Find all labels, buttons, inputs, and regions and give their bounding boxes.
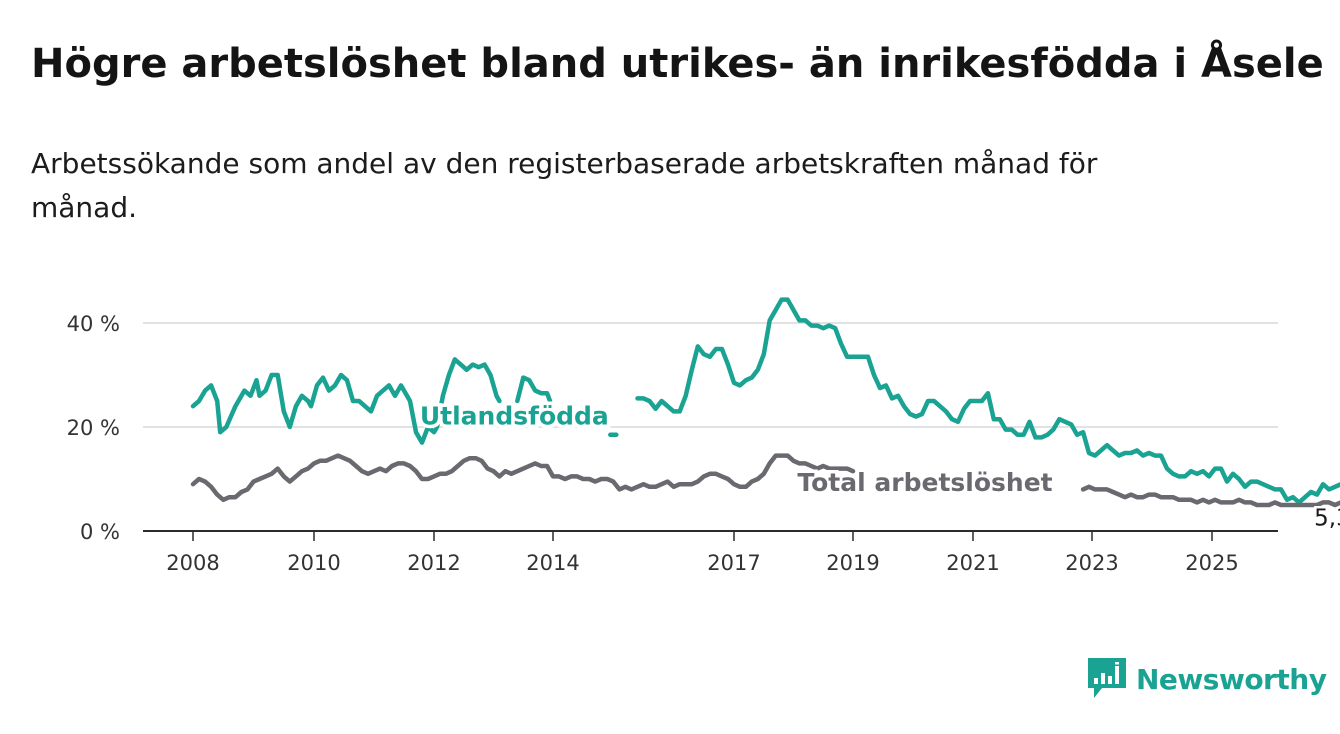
series-line xyxy=(635,297,1340,505)
newsworthy-brand[interactable]: Newsworthy xyxy=(1088,658,1327,700)
x-tick-label: 2021 xyxy=(946,551,999,575)
series-line xyxy=(190,357,502,445)
x-tick-label: 2017 xyxy=(707,551,760,575)
axes: 0 % 20 % 40 % 2008 2010 2012 2014 2017 2019 2021 2… xyxy=(67,312,1278,575)
series-line xyxy=(190,453,856,503)
brand-name: Newsworthy xyxy=(1136,662,1327,696)
x-tick-label: 2023 xyxy=(1065,551,1118,575)
x-tick-label: 2014 xyxy=(526,551,579,575)
x-tick-label: 2008 xyxy=(166,551,219,575)
newsworthy-logo-icon xyxy=(1088,658,1126,698)
x-tick-label: 2019 xyxy=(826,551,879,575)
y-tick-label: 20 % xyxy=(67,416,120,440)
x-tick-label: 2010 xyxy=(287,551,340,575)
series-line xyxy=(1080,484,1340,508)
y-tick-label: 0 % xyxy=(80,520,120,544)
series-line xyxy=(515,375,553,404)
last-value-label: 5,3 % xyxy=(1314,505,1340,531)
series-label: Total arbetslöshet xyxy=(797,468,1052,497)
x-tick-label: 2012 xyxy=(407,551,460,575)
grid-lines xyxy=(143,322,1278,428)
chart-title: Högre arbetslöshet bland utrikes- än inr… xyxy=(31,41,1324,87)
y-tick-label: 40 % xyxy=(67,312,120,336)
series-total-arbetslöshet xyxy=(190,453,1340,508)
series-lines xyxy=(190,297,1340,508)
series-label: Utlandsfödda xyxy=(420,401,609,430)
chart-subtitle: Arbetssökande som andel av den registerb… xyxy=(31,147,1098,224)
series-labels: Utlandsfödda Total arbetslöshet 5,3 % xyxy=(416,398,1340,534)
series-utlandsfödda xyxy=(190,297,1340,505)
x-tick-label: 2025 xyxy=(1185,551,1238,575)
